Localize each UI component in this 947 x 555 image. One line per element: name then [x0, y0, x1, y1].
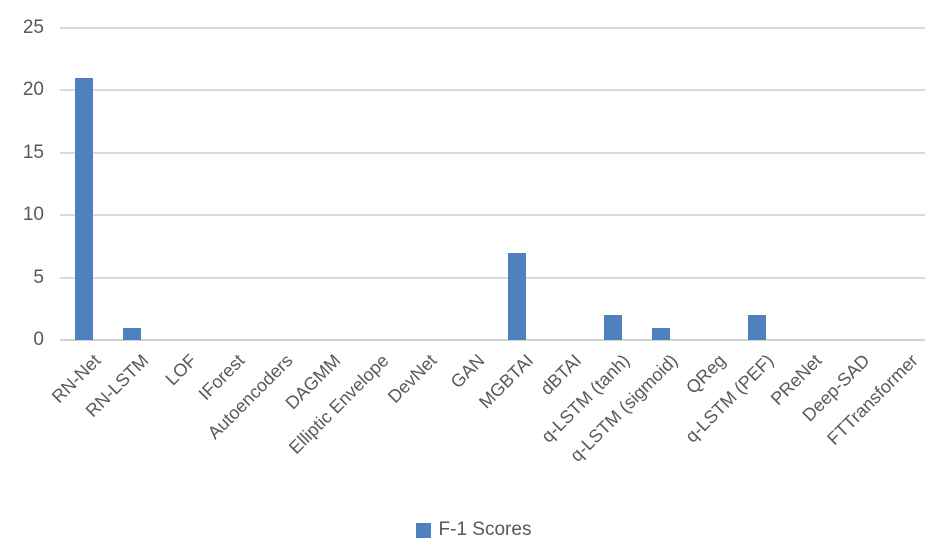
y-axis-tick-label: 25 [22, 17, 44, 38]
bar-q-LSTM (PEF) [747, 315, 766, 340]
bar-MGBTAI [507, 252, 526, 340]
y-axis-tick-label: 20 [22, 79, 44, 101]
y-axis-tick-label: 0 [33, 329, 44, 350]
gridline [60, 151, 925, 154]
y-axis-tick-label: 15 [22, 141, 44, 163]
gridline [60, 276, 925, 279]
gridline [60, 89, 925, 92]
x-axis-category-label: GAN [447, 350, 489, 393]
bar-RN-LSTM [123, 327, 142, 340]
bar-q-LSTM (sigmoid) [651, 327, 670, 340]
y-axis-tick-label: 10 [22, 204, 44, 226]
x-axis-category-label: q-LSTM (PEF) [681, 350, 778, 447]
gridline [60, 27, 925, 29]
x-axis-category-label: DevNet [384, 350, 441, 407]
bar-q-LSTM (tanh) [603, 315, 622, 340]
legend-label: F-1 Scores [438, 519, 532, 540]
bar-RN-Net [75, 77, 94, 340]
x-axis-line [60, 339, 925, 341]
legend-swatch-icon [415, 522, 431, 538]
y-axis-tick-label: 5 [33, 266, 44, 288]
gridline [60, 214, 925, 217]
x-axis-category-label: LOF [161, 350, 201, 390]
legend: F-1 Scores [0, 519, 947, 541]
